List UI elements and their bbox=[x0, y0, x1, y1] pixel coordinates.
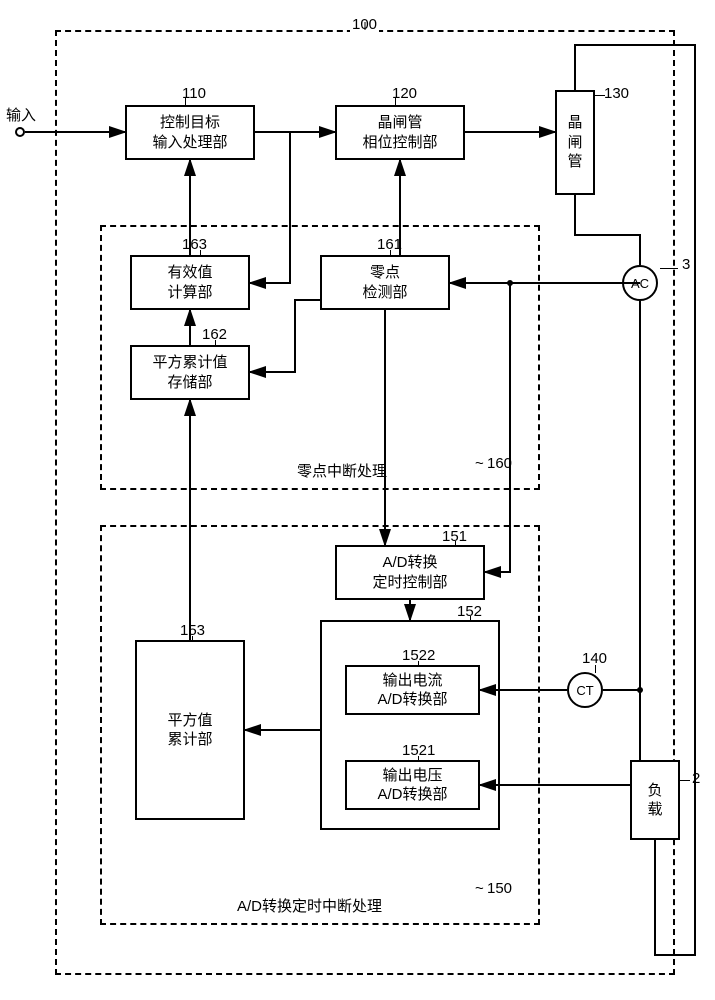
ref-160: 160 bbox=[485, 455, 514, 472]
circle-ac: AC bbox=[622, 265, 658, 301]
block-161: 零点 检测部 bbox=[320, 255, 450, 310]
circle-ct: CT bbox=[567, 672, 603, 708]
tilde-150: ~ bbox=[473, 880, 486, 897]
block-163-text: 有效值 计算部 bbox=[167, 263, 212, 302]
block-161-text: 零点 检测部 bbox=[362, 263, 407, 302]
zero-group-title: 零点中断处理 bbox=[295, 460, 389, 481]
block-1522: 输出电流 A/D转换部 bbox=[345, 665, 480, 715]
block-151-text: A/D转换 定时控制部 bbox=[372, 553, 447, 592]
block-153: 平方值 累计部 bbox=[135, 640, 245, 820]
tilde-160: ~ bbox=[473, 455, 486, 472]
ref-130: 130 bbox=[602, 85, 631, 102]
circle-ct-text: CT bbox=[576, 683, 593, 698]
leader-ac bbox=[660, 268, 678, 269]
leader-153 bbox=[192, 636, 193, 641]
input-port bbox=[15, 127, 25, 137]
leader-1521 bbox=[418, 756, 419, 761]
leader-130 bbox=[595, 95, 605, 96]
leader-163 bbox=[200, 250, 201, 255]
ad-group-title: A/D转换定时中断处理 bbox=[235, 895, 384, 916]
input-label: 输入 bbox=[4, 104, 38, 125]
ref-150: 150 bbox=[485, 880, 514, 897]
block-151: A/D转换 定时控制部 bbox=[335, 545, 485, 600]
ref-load: 2 bbox=[690, 770, 702, 787]
block-163: 有效值 计算部 bbox=[130, 255, 250, 310]
ref-100: 100 bbox=[350, 16, 379, 33]
block-load-text: 负 载 bbox=[647, 781, 662, 820]
block-110-text: 控制目标 输入处理部 bbox=[152, 113, 227, 152]
block-1522-text: 输出电流 A/D转换部 bbox=[377, 671, 447, 710]
leader-120 bbox=[395, 98, 396, 105]
leader-161 bbox=[390, 250, 391, 255]
leader-110 bbox=[185, 98, 186, 105]
block-120-text: 晶闸管 相位控制部 bbox=[362, 113, 437, 152]
block-1521: 输出电压 A/D转换部 bbox=[345, 760, 480, 810]
block-load: 负 载 bbox=[630, 760, 680, 840]
block-110: 控制目标 输入处理部 bbox=[125, 105, 255, 160]
circle-ac-text: AC bbox=[631, 276, 649, 291]
diagram-canvas: 100 输入 零点中断处理 160 ~ A/D转换定时中断处理 150 ~ 控制… bbox=[0, 0, 715, 1000]
leader-162 bbox=[215, 340, 216, 345]
block-120: 晶闸管 相位控制部 bbox=[335, 105, 465, 160]
block-130: 晶 闸 管 bbox=[555, 90, 595, 195]
block-153-text: 平方值 累计部 bbox=[167, 711, 212, 750]
leader-1522 bbox=[418, 661, 419, 666]
leader-ct bbox=[595, 665, 596, 673]
block-162: 平方累计值 存储部 bbox=[130, 345, 250, 400]
leader-152 bbox=[470, 616, 471, 621]
ref-ac: 3 bbox=[680, 256, 692, 273]
block-130-text: 晶 闸 管 bbox=[567, 113, 582, 172]
leader-load bbox=[680, 780, 690, 781]
ref-163: 163 bbox=[180, 236, 209, 253]
block-162-text: 平方累计值 存储部 bbox=[152, 353, 227, 392]
leader-151 bbox=[455, 541, 456, 546]
block-1521-text: 输出电压 A/D转换部 bbox=[377, 766, 447, 805]
